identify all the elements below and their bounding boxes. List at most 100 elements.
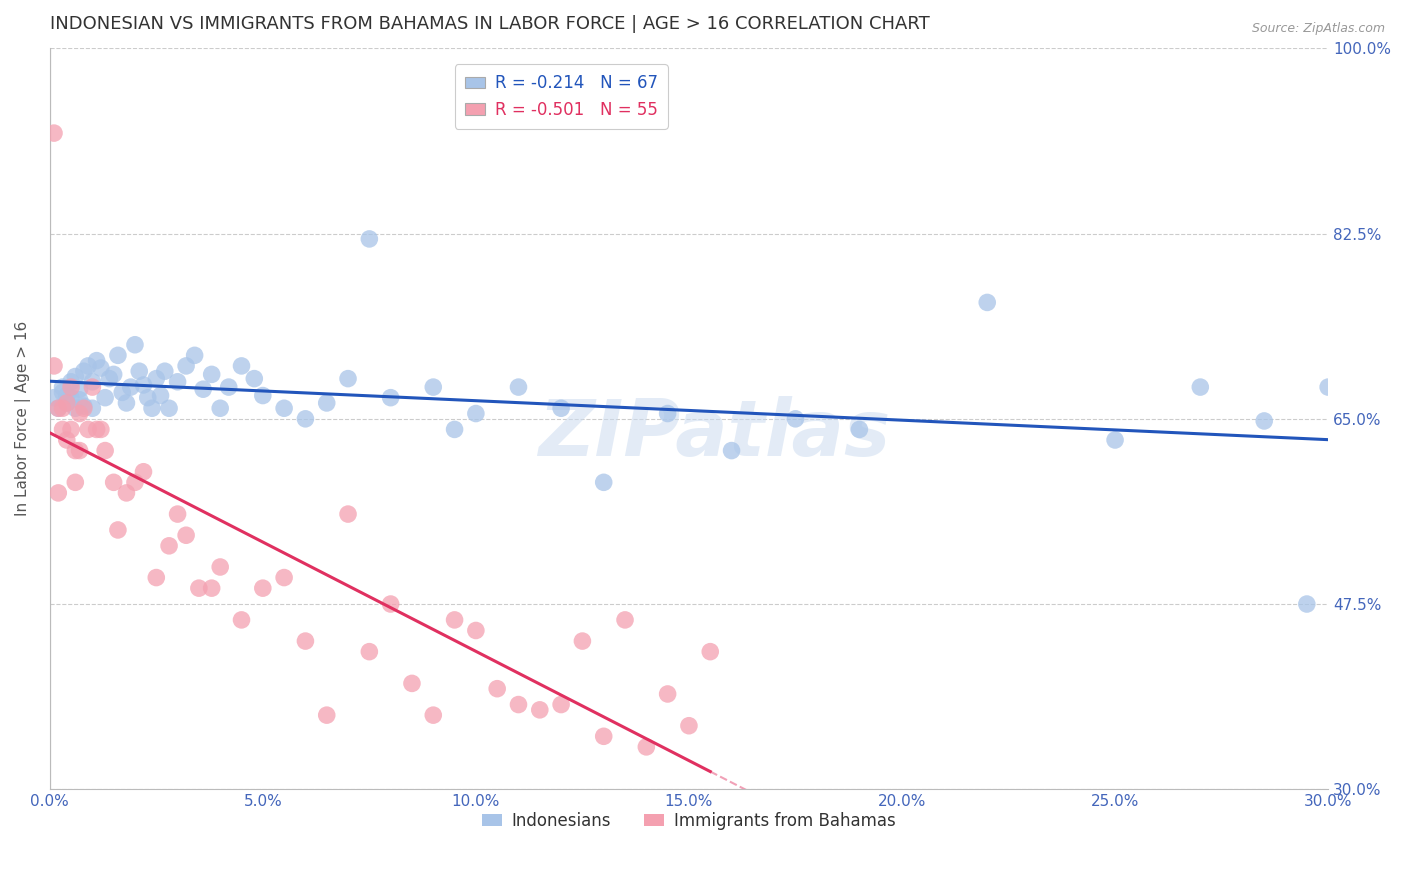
Point: [51, 422, 73, 436]
Point: [65, 443, 87, 458]
Point: [65, 369, 87, 384]
Point: [73, 399, 96, 413]
Point: [166, 507, 188, 521]
Point: [86, 353, 108, 368]
Point: [77, 422, 100, 436]
Point: [60, 380, 83, 394]
Point: [422, 708, 444, 723]
Point: [422, 380, 444, 394]
Point: [401, 676, 423, 690]
Point: [550, 698, 572, 712]
Point: [157, 539, 180, 553]
Point: [132, 378, 155, 392]
Point: [60, 375, 83, 389]
Point: [94, 443, 117, 458]
Point: [1189, 380, 1212, 394]
Point: [273, 401, 295, 416]
Point: [136, 391, 159, 405]
Point: [529, 703, 551, 717]
Point: [1317, 380, 1340, 394]
Point: [273, 571, 295, 585]
Point: [337, 507, 360, 521]
Point: [976, 295, 998, 310]
Point: [294, 634, 316, 648]
Point: [315, 396, 337, 410]
Point: [380, 391, 402, 405]
Point: [69, 392, 91, 407]
Point: [141, 401, 163, 416]
Point: [145, 571, 167, 585]
Point: [157, 401, 180, 416]
Point: [69, 443, 91, 458]
Point: [69, 407, 91, 421]
Point: [124, 475, 146, 490]
Point: [699, 645, 721, 659]
Point: [56, 433, 79, 447]
Point: [124, 337, 146, 351]
Point: [90, 361, 112, 376]
Point: [145, 371, 167, 385]
Point: [678, 719, 700, 733]
Point: [657, 687, 679, 701]
Point: [183, 348, 205, 362]
Point: [443, 613, 465, 627]
Point: [82, 375, 104, 389]
Point: [464, 407, 486, 421]
Point: [209, 401, 232, 416]
Point: [69, 382, 91, 396]
Point: [56, 388, 79, 402]
Point: [592, 475, 614, 490]
Point: [174, 359, 197, 373]
Point: [359, 232, 381, 246]
Point: [1104, 433, 1126, 447]
Point: [115, 486, 138, 500]
Point: [51, 380, 73, 394]
Point: [46, 401, 69, 416]
Point: [571, 634, 593, 648]
Point: [252, 581, 274, 595]
Point: [73, 401, 96, 416]
Point: [86, 422, 108, 436]
Point: [337, 371, 360, 385]
Point: [51, 401, 73, 416]
Point: [73, 364, 96, 378]
Point: [657, 407, 679, 421]
Point: [103, 368, 125, 382]
Point: [201, 368, 224, 382]
Point: [848, 422, 870, 436]
Point: [486, 681, 509, 696]
Point: [464, 624, 486, 638]
Point: [636, 739, 658, 754]
Point: [90, 422, 112, 436]
Point: [149, 388, 172, 402]
Point: [315, 708, 337, 723]
Point: [359, 645, 381, 659]
Point: [550, 401, 572, 416]
Point: [508, 698, 530, 712]
Point: [1295, 597, 1317, 611]
Point: [174, 528, 197, 542]
Point: [51, 385, 73, 400]
Point: [120, 380, 142, 394]
Point: [231, 613, 253, 627]
Point: [191, 382, 214, 396]
Point: [380, 597, 402, 611]
Point: [128, 364, 150, 378]
Point: [209, 560, 232, 574]
Y-axis label: In Labor Force | Age > 16: In Labor Force | Age > 16: [15, 321, 31, 516]
Point: [218, 380, 240, 394]
Point: [187, 581, 209, 595]
Point: [614, 613, 637, 627]
Point: [111, 385, 134, 400]
Point: [60, 422, 83, 436]
Point: [60, 391, 83, 405]
Point: [443, 422, 465, 436]
Text: ZIPatlas: ZIPatlas: [538, 396, 890, 472]
Point: [42, 391, 65, 405]
Point: [42, 359, 65, 373]
Legend: Indonesians, Immigrants from Bahamas: Indonesians, Immigrants from Bahamas: [475, 805, 903, 837]
Point: [132, 465, 155, 479]
Point: [56, 396, 79, 410]
Point: [294, 412, 316, 426]
Point: [508, 380, 530, 394]
